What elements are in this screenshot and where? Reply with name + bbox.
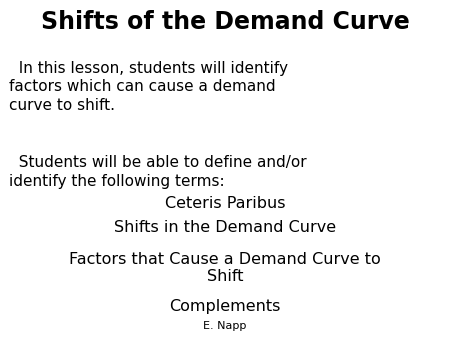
Text: Shifts of the Demand Curve: Shifts of the Demand Curve (40, 10, 410, 34)
Text: In this lesson, students will identify
factors which can cause a demand
curve to: In this lesson, students will identify f… (9, 61, 288, 113)
Text: Complements: Complements (169, 299, 281, 314)
Text: Students will be able to define and/or
identify the following terms:: Students will be able to define and/or i… (9, 155, 306, 189)
Text: Factors that Cause a Demand Curve to
Shift: Factors that Cause a Demand Curve to Shi… (69, 252, 381, 284)
Text: E. Napp: E. Napp (203, 321, 247, 331)
Text: Ceteris Paribus: Ceteris Paribus (165, 196, 285, 211)
Text: Shifts in the Demand Curve: Shifts in the Demand Curve (114, 220, 336, 235)
